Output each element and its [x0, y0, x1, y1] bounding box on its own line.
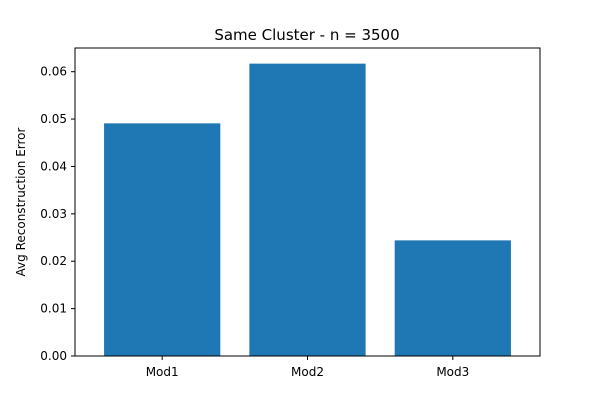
bar-mod2: [249, 63, 366, 356]
y-tick-label: 0.00: [40, 349, 67, 363]
plot-frame: [74, 47, 541, 357]
y-tick-label: 0.01: [40, 302, 67, 316]
y-tick-label: 0.04: [40, 159, 67, 173]
y-axis-label: Avg Reconstruction Error: [14, 127, 28, 276]
bar-mod1: [104, 123, 221, 356]
y-axis-ticks: 0.00 0.01 0.02 0.03 0.04 0.05 0.06: [40, 65, 75, 363]
bars-layer: [104, 63, 511, 356]
x-tick-label: Mod2: [291, 365, 324, 379]
y-tick-label: 0.02: [40, 254, 67, 268]
x-tick-label: Mod3: [436, 365, 469, 379]
x-tick-label: Mod1: [146, 365, 179, 379]
chart-title: Same Cluster - n = 3500: [214, 26, 399, 44]
y-tick-label: 0.06: [40, 65, 67, 79]
y-tick-label: 0.03: [40, 207, 67, 221]
y-tick-label: 0.05: [40, 112, 67, 126]
bar-mod3: [394, 240, 511, 356]
x-axis-ticks: Mod1 Mod2 Mod3: [146, 356, 469, 379]
